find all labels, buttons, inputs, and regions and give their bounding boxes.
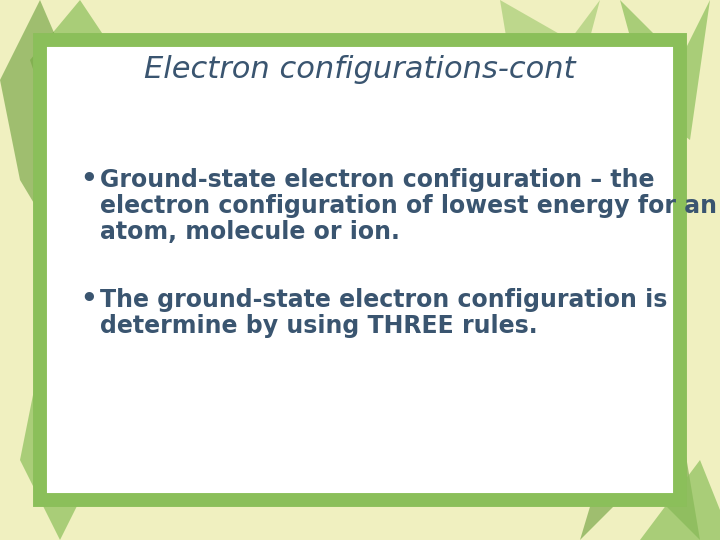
Text: Electron configurations-cont: Electron configurations-cont xyxy=(144,56,576,84)
Polygon shape xyxy=(640,460,720,540)
Text: Ground-state electron configuration – the: Ground-state electron configuration – th… xyxy=(100,168,654,192)
Text: •: • xyxy=(80,167,96,193)
Text: The ground-state electron configuration is: The ground-state electron configuration … xyxy=(100,288,667,312)
Polygon shape xyxy=(20,340,100,540)
Text: •: • xyxy=(80,287,96,313)
Polygon shape xyxy=(0,0,70,230)
Polygon shape xyxy=(500,0,600,150)
Text: atom, molecule or ion.: atom, molecule or ion. xyxy=(100,220,400,244)
Text: electron configuration of lowest energy for an: electron configuration of lowest energy … xyxy=(100,194,717,218)
Polygon shape xyxy=(580,420,700,540)
Text: determine by using THREE rules.: determine by using THREE rules. xyxy=(100,314,538,338)
Polygon shape xyxy=(30,0,120,190)
Polygon shape xyxy=(620,0,710,140)
FancyBboxPatch shape xyxy=(40,40,680,500)
